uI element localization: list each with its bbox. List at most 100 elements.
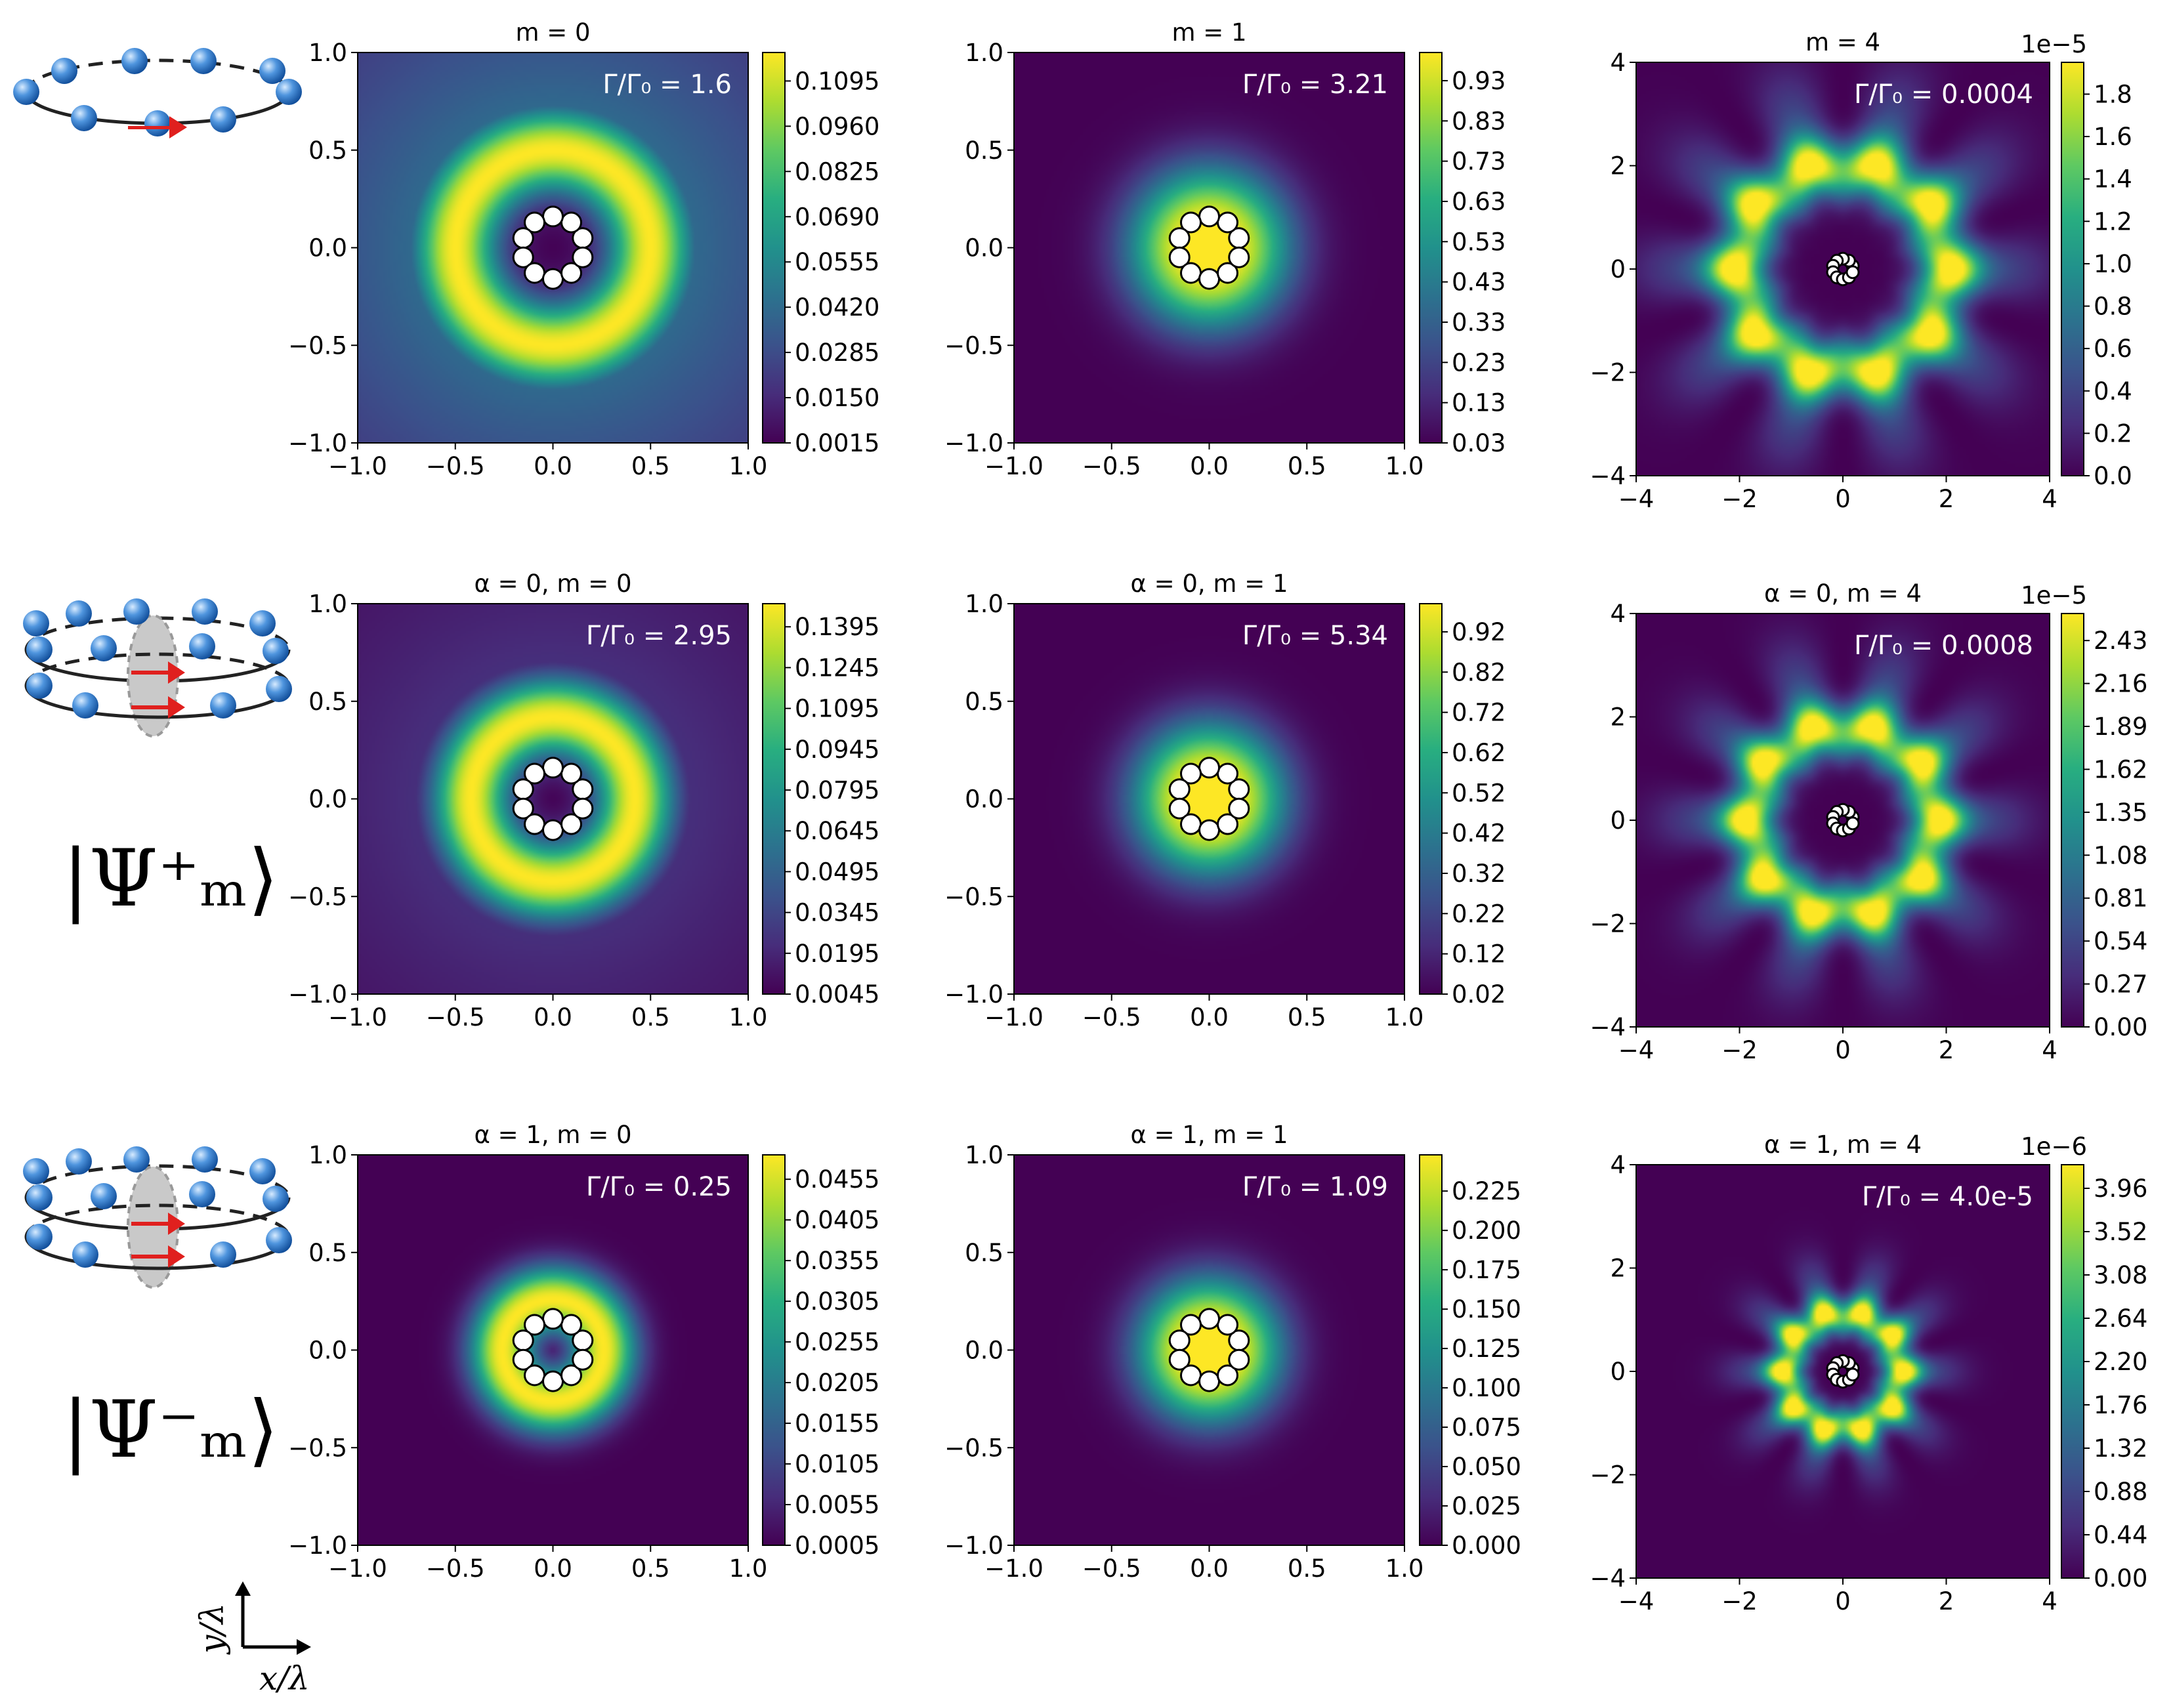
atom-sphere [259, 58, 285, 84]
x-tick-label: −1.0 [984, 1554, 1044, 1583]
x-tick-label: 0.5 [1288, 1554, 1326, 1583]
atom-marker [1216, 1364, 1238, 1386]
atom-marker [1846, 816, 1860, 831]
panel-minus-m0: −1.0−1.0 −0.5 −0.5 0.0 0.0 0.5 0.5 1.0 1.0 α = 1,… [288, 1121, 879, 1583]
y-tick-label: 0.0 [965, 785, 1003, 814]
atom-marker [1168, 1329, 1191, 1352]
atom-marker [1180, 813, 1202, 835]
colorbar-tick-label: 0.54 [2094, 927, 2147, 955]
atom-sphere [190, 48, 217, 74]
atom-sphere [51, 58, 77, 84]
colorbar [2061, 613, 2084, 1028]
x-tick-label: 2 [1939, 485, 1954, 513]
colorbar-tick-label: 0.0255 [795, 1328, 879, 1356]
colorbar-tick-label: 0.52 [1452, 779, 1506, 807]
colorbar [2061, 1164, 2084, 1579]
x-tick-label: 2 [1939, 1036, 1954, 1064]
atom-marker [512, 797, 534, 820]
y-tick-label: −2 [1590, 359, 1626, 387]
colorbar-tick-label: 0.0345 [795, 899, 879, 927]
x-tick-label: −2 [1721, 1036, 1758, 1064]
atom-sphere [72, 692, 98, 719]
atom-marker [512, 1348, 534, 1371]
y-tick-label: −4 [1590, 1013, 1626, 1041]
panel-title: α = 0, m = 1 [1130, 570, 1288, 598]
y-tick-label: 1.0 [308, 39, 347, 67]
colorbar-tick-label: 0.62 [1452, 739, 1506, 767]
colorbar-multiplier: 1e−5 [2021, 581, 2087, 610]
atom-marker [1198, 1308, 1220, 1330]
colorbar-tick-label: 1.76 [2094, 1391, 2147, 1419]
colorbar-tick-label: 0.2 [2094, 419, 2132, 448]
colorbar-tick-label: 0.100 [1452, 1374, 1521, 1402]
atom-sphere [13, 79, 39, 105]
panel-title: α = 0, m = 4 [1764, 579, 1922, 608]
panel-plus-m4: −4−4 −2 −2 0 0 2 2 4 4 α = 0, m = 4 Γ/Γ₀ = 0.0008 2… [1590, 579, 2147, 1064]
atom-sphere [121, 48, 148, 74]
atom-marker [1228, 246, 1250, 268]
colorbar-tick-label: 0.1395 [795, 613, 879, 641]
colorbar-tick-label: 0.0945 [795, 736, 879, 764]
heatmap-image [1014, 1155, 1404, 1545]
atom-marker [524, 262, 546, 284]
y-tick-label: 0.5 [308, 688, 347, 716]
x-tick-label: 0 [1835, 1587, 1851, 1615]
atom-marker [512, 778, 534, 801]
x-tick-label: 0 [1835, 1036, 1851, 1064]
x-tick-label: 0.0 [1190, 1003, 1229, 1031]
atom-marker [1198, 268, 1220, 290]
x-tick-label: 4 [2042, 1036, 2057, 1064]
heatmap-image [358, 604, 748, 994]
heatmap-image [1014, 604, 1404, 994]
y-tick-label: 2 [1610, 1255, 1626, 1283]
colorbar-tick-label: 0.88 [2094, 1478, 2147, 1506]
colorbar-tick-label: 1.8 [2094, 80, 2132, 108]
x-tick-label: −0.5 [426, 452, 485, 480]
atom-sphere [210, 1241, 236, 1268]
atom-sphere [276, 79, 302, 105]
colorbar-tick-label: 1.0 [2094, 250, 2132, 278]
atom-marker [1216, 211, 1238, 234]
atom-sphere [66, 600, 92, 627]
y-tick-label: −0.5 [288, 883, 347, 911]
atom-marker [1198, 1370, 1220, 1392]
y-tick-label: 0.5 [965, 1239, 1003, 1267]
atom-marker [512, 1329, 534, 1352]
decay-rate-label: Γ/Γ₀ = 5.34 [1242, 621, 1388, 651]
colorbar-tick-label: 0.81 [2094, 885, 2147, 913]
atom-marker [542, 205, 564, 228]
colorbar-tick-label: 0.6 [2094, 335, 2132, 363]
colorbar-tick-label: 0.0355 [795, 1247, 879, 1275]
atom-marker [572, 1348, 594, 1371]
atom-sphere [249, 610, 276, 636]
colorbar [762, 603, 786, 995]
colorbar-tick-label: 0.23 [1452, 348, 1506, 377]
atom-marker [560, 813, 582, 835]
panel-title: α = 1, m = 0 [474, 1121, 631, 1149]
atom-marker [1228, 1348, 1250, 1371]
colorbar-tick-label: 1.6 [2094, 123, 2132, 151]
decay-rate-label: Γ/Γ₀ = 0.0008 [1854, 631, 2033, 661]
panel-title: α = 1, m = 4 [1764, 1131, 1922, 1159]
x-tick-label: 4 [2042, 485, 2057, 513]
y-tick-label: 0.0 [308, 1337, 347, 1365]
atom-sphere [26, 673, 53, 699]
atom-marker [524, 1314, 546, 1336]
x-tick-label: −0.5 [426, 1003, 485, 1031]
colorbar-tick-label: 2.16 [2094, 670, 2147, 698]
colorbar-tick-label: 0.1095 [795, 695, 879, 723]
x-tick-label: 0.5 [631, 1554, 670, 1583]
atom-sphere [249, 1158, 276, 1184]
colorbar-tick-label: 0.0420 [795, 293, 879, 322]
y-tick-label: 1.0 [308, 590, 347, 618]
atom-sphere [263, 638, 289, 664]
atom-sphere [71, 105, 97, 131]
dipole-arrow-icon [131, 696, 185, 719]
atom-marker [542, 757, 564, 779]
colorbar-tick-label: 0.13 [1452, 389, 1506, 417]
decay-rate-label: Γ/Γ₀ = 1.6 [602, 70, 732, 100]
atom-sphere [91, 635, 117, 661]
heatmap-image [358, 1155, 748, 1545]
colorbar-tick-label: 3.96 [2094, 1175, 2147, 1203]
x-tick-label: −0.5 [1082, 1003, 1141, 1031]
